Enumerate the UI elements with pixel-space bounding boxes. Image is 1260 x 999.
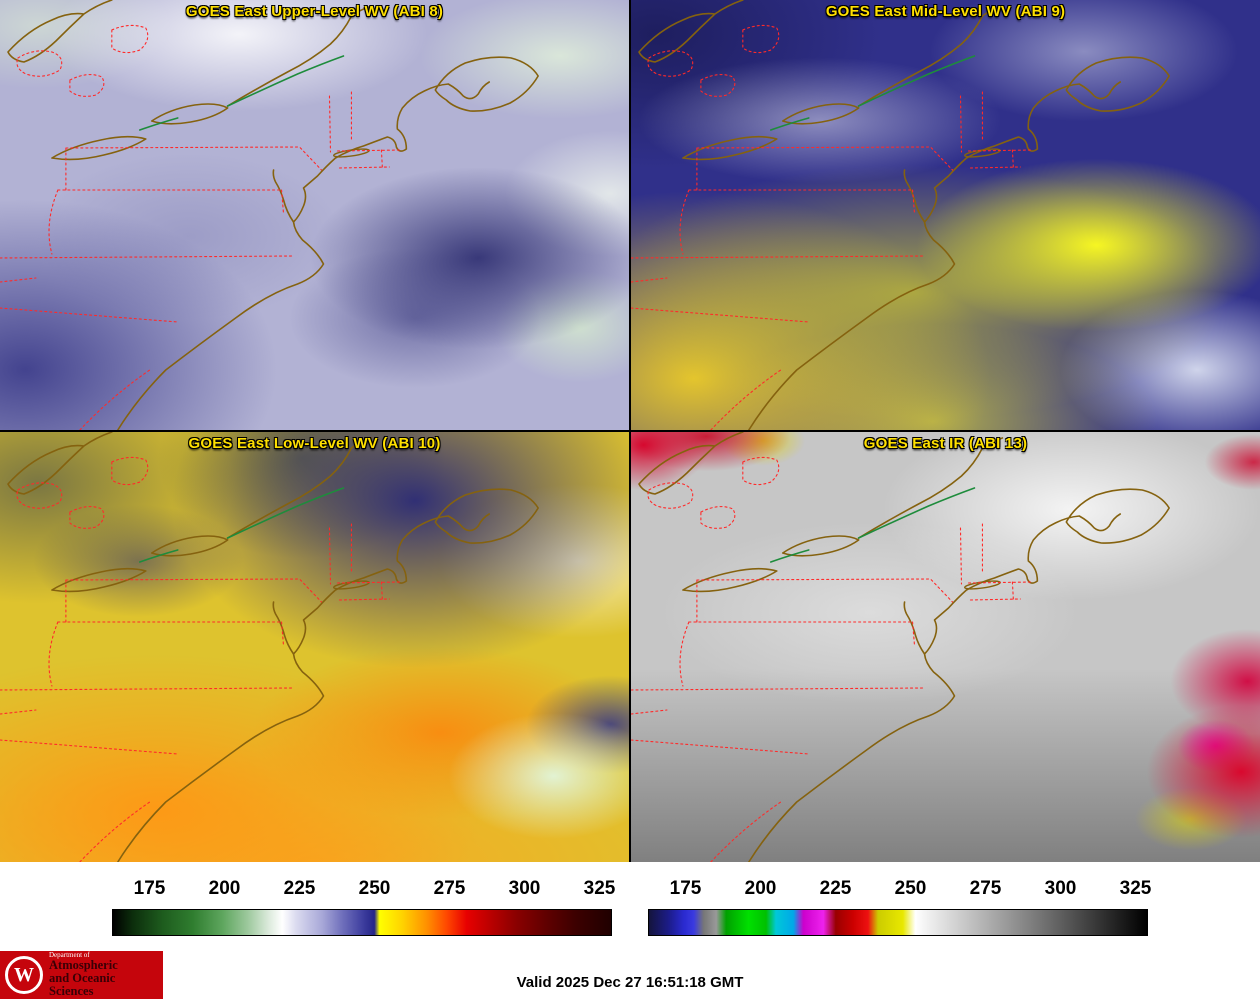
panel-title-low-level-wv: GOES East Low-Level WV (ABI 10) xyxy=(188,435,441,452)
logo-line-1: Atmospheric xyxy=(49,957,118,972)
colorbar-tick: 175 xyxy=(669,878,702,899)
uw-aos-logo: W Department of Atmospheric and Oceanic … xyxy=(0,951,163,999)
geo-map-overlay xyxy=(631,0,1170,430)
colorbar-tick: 275 xyxy=(433,878,466,899)
colorbar-tick: 325 xyxy=(583,878,616,899)
colorbar-tick: 250 xyxy=(358,878,391,899)
wv-colorbar-legend: 175 200 225 250 275 300 325 xyxy=(112,878,616,940)
colorbar-tick: 325 xyxy=(1119,878,1152,899)
colorbar-tick: 175 xyxy=(133,878,166,899)
logo-department-of: Department of xyxy=(49,950,90,959)
wv-colorbar-ticks: 175 200 225 250 275 300 325 xyxy=(112,878,616,904)
geo-map-overlay xyxy=(0,0,539,430)
uw-crest-icon: W xyxy=(5,956,43,994)
colorbar-tick: 225 xyxy=(819,878,852,899)
wv-colorbar xyxy=(112,909,612,936)
colorbar-tick: 300 xyxy=(508,878,541,899)
logo-text: Department of Atmospheric and Oceanic Sc… xyxy=(49,950,158,999)
panel-title-mid-level-wv: GOES East Mid-Level WV (ABI 9) xyxy=(825,3,1066,20)
satellite-quadrant-grid: GOES East Upper-Level WV (ABI 8) GOES Ea… xyxy=(0,0,1260,862)
colorbar-tick: 200 xyxy=(208,878,241,899)
panel-low-level-wv: GOES East Low-Level WV (ABI 10) xyxy=(0,432,629,862)
ir-colorbar-legend: 175 200 225 250 275 300 325 xyxy=(648,878,1152,940)
panel-title-infrared: GOES East IR (ABI 13) xyxy=(863,435,1028,452)
geo-map-overlay xyxy=(0,432,539,862)
colorbar-tick: 200 xyxy=(744,878,777,899)
colorbar-tick: 275 xyxy=(969,878,1002,899)
valid-time: Valid 2025 Dec 27 16:51:18 GMT xyxy=(516,974,744,991)
colorbar-tick: 225 xyxy=(283,878,316,899)
logo-line-2: and Oceanic Sciences xyxy=(49,971,116,999)
panel-title-upper-level-wv: GOES East Upper-Level WV (ABI 8) xyxy=(185,3,444,20)
colorbar-tick: 300 xyxy=(1044,878,1077,899)
ir-colorbar xyxy=(648,909,1148,936)
panel-mid-level-wv: GOES East Mid-Level WV (ABI 9) xyxy=(631,0,1260,430)
colorbar-tick: 250 xyxy=(894,878,927,899)
crest-letter: W xyxy=(14,963,34,986)
panel-infrared: GOES East IR (ABI 13) xyxy=(631,432,1260,862)
panel-upper-level-wv: GOES East Upper-Level WV (ABI 8) xyxy=(0,0,629,430)
ir-colorbar-ticks: 175 200 225 250 275 300 325 xyxy=(648,878,1152,904)
geo-map-overlay xyxy=(631,432,1170,862)
